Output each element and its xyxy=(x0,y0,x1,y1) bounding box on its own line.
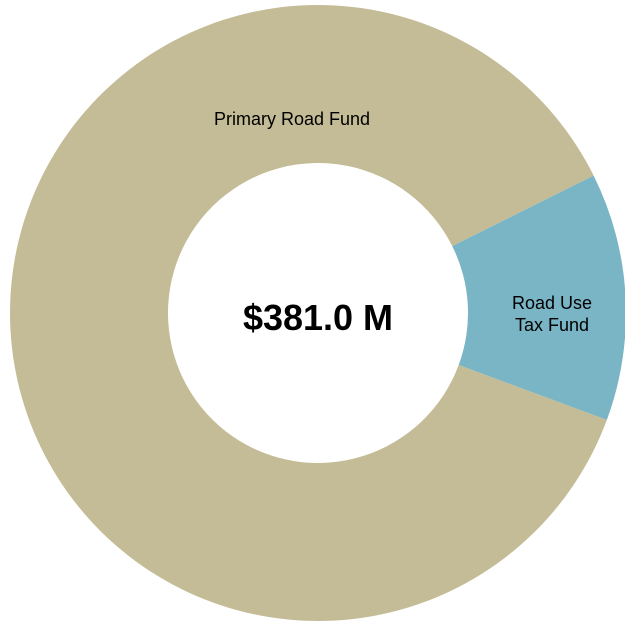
slice-label: Road Use Tax Fund xyxy=(511,293,593,335)
slice-label: Primary Road Fund xyxy=(213,109,371,129)
slice xyxy=(10,5,607,621)
slice xyxy=(452,175,625,420)
center-label: $381.0 M xyxy=(242,297,394,338)
